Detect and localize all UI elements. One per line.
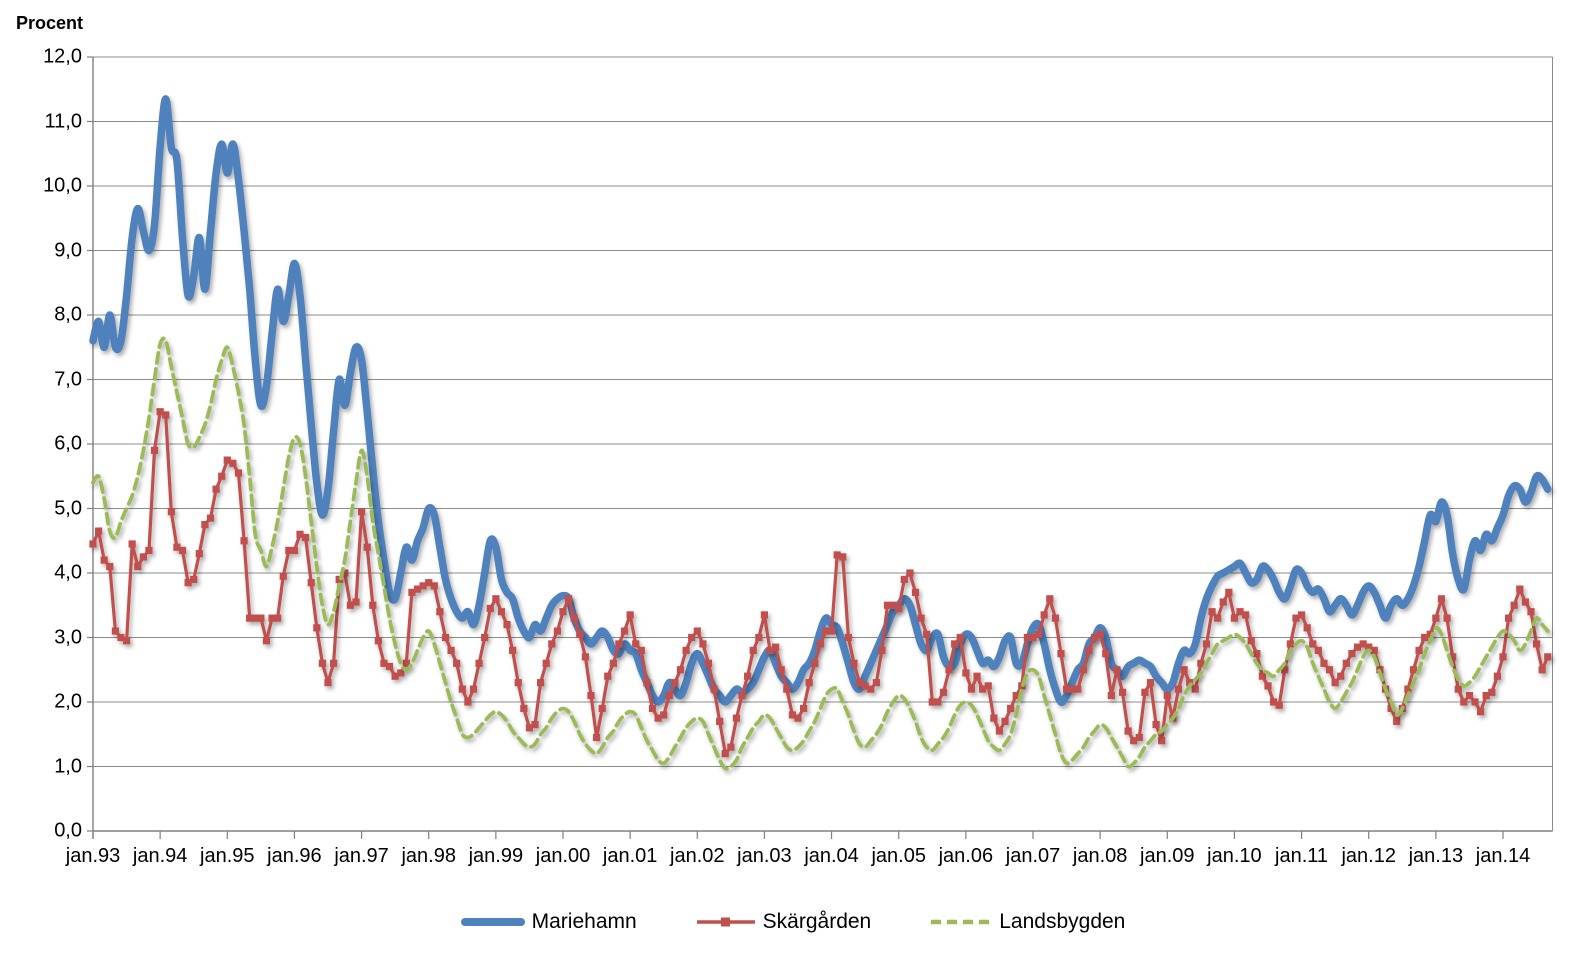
y-axis-label: 11,0: [44, 110, 82, 132]
y-axis-label: 10,0: [43, 174, 82, 197]
y-axis-title: Procent: [16, 13, 84, 33]
x-axis-label: jan.99: [468, 845, 524, 867]
legend-label-landsbygden: Landsbygden: [999, 910, 1126, 933]
y-axis-label: 9,0: [54, 239, 82, 261]
x-axis-label: jan.11: [1275, 845, 1329, 867]
x-axis-label: jan.10: [1207, 845, 1262, 867]
y-axis-label: 6,0: [54, 432, 82, 455]
y-axis-label: 2,0: [54, 690, 82, 713]
x-axis-label: jan.12: [1341, 845, 1396, 867]
series-skrgrden: [89, 408, 1552, 758]
x-axis-label: jan.09: [1140, 845, 1195, 867]
x-axis-label: jan.04: [804, 845, 859, 867]
axes: [92, 57, 1553, 839]
skargarden-line-swatch-icon: [696, 917, 755, 927]
x-axis-label: jan.93: [65, 845, 121, 867]
mariehamn-line-swatch-icon: [460, 918, 525, 926]
x-axis-label: jan.06: [938, 845, 994, 867]
legend-item-skargarden: Skärgården: [695, 910, 872, 934]
x-axis-label: jan.98: [401, 845, 456, 867]
legend-item-landsbygden: Landsbygden: [929, 910, 1125, 934]
series-landsbygden: [91, 336, 1550, 771]
x-axis-label: jan.14: [1475, 845, 1531, 867]
landsbygden-line-swatch-icon: [931, 919, 992, 925]
x-axis-label: jan.03: [737, 845, 792, 867]
x-axis-label: jan.05: [871, 845, 926, 867]
x-axis-label: jan.96: [267, 845, 322, 867]
legend-item-mariehamn: Mariehamn: [460, 910, 637, 934]
x-axis-label: jan.02: [670, 845, 725, 867]
x-axis-label: jan.94: [132, 845, 188, 867]
legend-label-mariehamn: Mariehamn: [531, 910, 637, 933]
y-axis-label: 7,0: [54, 368, 82, 390]
chart-legend: Mariehamn Skärgården Landsbygden: [0, 901, 1585, 943]
legend-label-skargarden: Skärgården: [762, 910, 872, 933]
y-axis-label: 4,0: [54, 561, 82, 584]
gridlines: [87, 56, 1553, 832]
x-axis-label: jan.97: [334, 845, 389, 867]
x-axis-label: jan.08: [1072, 845, 1128, 867]
series-mariehamn: [89, 95, 1552, 706]
y-axis-label: 5,0: [54, 497, 82, 519]
x-axis-label: jan.07: [1005, 845, 1061, 867]
x-axis-label: jan.00: [535, 845, 591, 867]
x-axis-label: jan.01: [602, 845, 658, 867]
y-axis-label: 12,0: [43, 45, 82, 68]
x-axis-label: jan.95: [200, 845, 255, 867]
y-axis-label: 1,0: [54, 755, 82, 777]
y-axis-label: 8,0: [54, 303, 82, 326]
y-axis-label: 3,0: [54, 626, 82, 648]
y-axis-label: 0,0: [54, 819, 82, 842]
x-axis-label: jan.13: [1408, 845, 1464, 867]
